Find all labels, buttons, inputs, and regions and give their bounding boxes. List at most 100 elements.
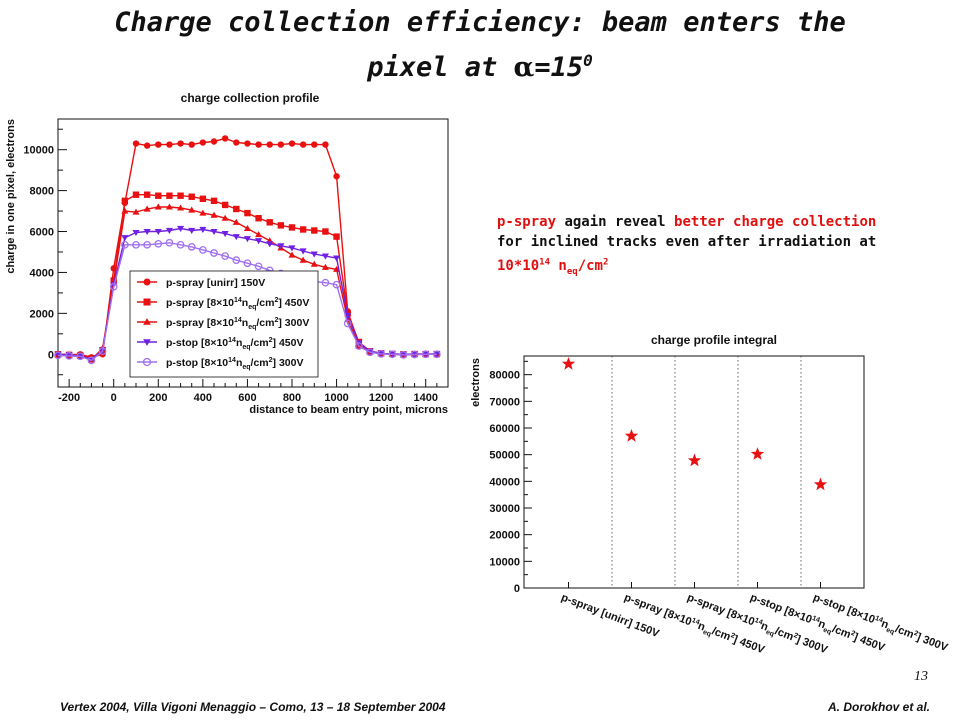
data-point-s4-6 — [121, 240, 129, 249]
data-point-s4-5 — [109, 282, 118, 291]
data-point-s4-25 — [332, 280, 341, 289]
data-point-s4-2 — [76, 352, 85, 361]
note-fluence-unit: /cm — [577, 257, 603, 274]
data-point-s0-17 — [244, 140, 251, 147]
conclusion-note: p-spray again reveal better charge colle… — [497, 212, 937, 281]
data-point-s4-16 — [232, 256, 241, 265]
data-point-s1-25 — [333, 233, 340, 240]
chart2-title: charge profile integral — [651, 333, 777, 347]
x-tick-label-1: 0 — [111, 392, 117, 404]
note-fluence-base: 10*10 — [497, 257, 540, 274]
data-point-s0-8 — [143, 142, 151, 149]
note-fluence-eq: eq — [566, 266, 578, 277]
data-point-s3-13 — [199, 226, 207, 233]
x-tick-label-8: 1400 — [413, 392, 437, 404]
chart2-y-tick-label-7: 70000 — [489, 396, 520, 408]
legend-marker-4 — [142, 357, 152, 367]
data-point-s4-12 — [187, 243, 196, 251]
data-point-s3-18 — [255, 238, 263, 245]
data-point-s1-10 — [166, 192, 173, 199]
data-point-s3-19 — [266, 241, 274, 248]
data-point-s4-4 — [98, 347, 107, 356]
y-tick-label-3: 6000 — [30, 227, 54, 239]
data-point-s3-6 — [121, 235, 129, 242]
data-point-s0-13 — [199, 139, 207, 146]
data-point-s2-13 — [199, 209, 207, 216]
data-point-s0-9 — [155, 141, 162, 148]
data-point-s3-12 — [188, 227, 196, 235]
x-tick-label-0: -200 — [58, 392, 80, 404]
title-alpha: α — [513, 52, 535, 83]
data-point-s4-32 — [410, 350, 419, 359]
data-point-s1-16 — [233, 205, 240, 213]
y-tick-label-4: 8000 — [30, 186, 54, 198]
legend-box — [129, 270, 319, 378]
data-point-s1-23 — [311, 227, 318, 234]
data-point-s0-22 — [299, 141, 307, 148]
data-point-s0-15 — [221, 135, 229, 142]
data-point-s1-11 — [177, 192, 184, 199]
data-point-s4-26 — [343, 319, 352, 328]
data-point-s4-14 — [210, 249, 218, 257]
data-point-s0-20 — [277, 141, 285, 148]
chart2-y-tick-label-2: 20000 — [489, 530, 520, 542]
chart2-y-tick-label-0: 0 — [514, 583, 520, 595]
data-point-s4-24 — [321, 278, 330, 287]
data-point-s0-16 — [233, 139, 240, 146]
x-axis-label: distance to beam entry point, microns — [249, 404, 448, 416]
data-point-s3-17 — [243, 236, 251, 243]
plot-frame-2 — [523, 355, 865, 589]
data-point-s2-16 — [232, 218, 240, 225]
legend-entry-0: p-spray [unirr] 150V — [166, 277, 265, 289]
data-point-s3-7 — [132, 229, 140, 237]
note-fluence-unit-exp: 2 — [603, 257, 609, 267]
note-fluence-exp: 14 — [539, 257, 550, 267]
charge-profile-integral-chart: charge profile integral electrons 0 10000 20… — [470, 333, 950, 657]
legend-marker-1 — [143, 298, 151, 306]
x-tick-label-3: 400 — [194, 392, 212, 404]
legend: p-spray [unirr] 150V p-spray [8×1014neq/c… — [129, 270, 319, 378]
chart-title: charge collection profile — [181, 91, 320, 105]
chart2-y-tick-label-5: 50000 — [489, 450, 520, 462]
data-point-s0-21 — [288, 140, 296, 147]
x-tick-label-7: 1200 — [369, 392, 393, 404]
data-point-s4-34 — [433, 350, 441, 359]
data-point-s4-13 — [199, 246, 207, 254]
chart2-data-point-4 — [813, 477, 828, 491]
data-point-s4-11 — [176, 240, 185, 249]
data-point-s4-18 — [254, 262, 263, 271]
data-point-s3-10 — [165, 227, 173, 235]
data-point-s2-24 — [321, 263, 329, 270]
title-line-2-text: pixel at — [367, 52, 514, 83]
data-point-s4-0 — [54, 351, 62, 360]
data-point-s2-18 — [255, 231, 263, 238]
data-point-s3-8 — [143, 228, 151, 236]
note-text-2: for inclined tracks even after irradiati… — [497, 234, 877, 250]
legend-entry-1: p-spray [8×1014neq/cm2] 450V — [166, 297, 309, 311]
data-point-s2-23 — [310, 260, 318, 267]
data-point-s1-22 — [299, 226, 307, 233]
data-point-s2-22 — [299, 256, 307, 263]
data-point-s0-25 — [333, 173, 340, 180]
legend-entry-2: p-spray [8×1014neq/cm2] 300V — [166, 317, 309, 331]
data-point-s3-14 — [210, 228, 218, 236]
data-point-s3-21 — [288, 245, 296, 252]
note-fluence-n: n — [550, 257, 567, 274]
data-point-s3-25 — [333, 255, 341, 262]
data-point-s4-7 — [132, 240, 140, 249]
data-point-s4-3 — [87, 356, 96, 365]
data-point-s0-7 — [132, 140, 140, 147]
data-point-s4-10 — [165, 238, 174, 247]
data-point-s2-21 — [288, 251, 296, 258]
data-point-s2-11 — [177, 204, 185, 211]
chart2-data-point-1 — [624, 429, 639, 442]
footer-conference: Vertex 2004, Villa Vigoni Menaggio – Com… — [60, 700, 446, 714]
data-point-s3-24 — [321, 253, 329, 260]
data-point-s4-17 — [243, 259, 252, 268]
data-point-s3-15 — [221, 231, 229, 238]
data-point-s4-29 — [377, 350, 385, 358]
chart2-data-point-0 — [561, 357, 576, 370]
data-point-s4-9 — [154, 239, 163, 248]
data-point-s3-11 — [177, 225, 185, 232]
chart2-y-tick-label-4: 40000 — [489, 476, 520, 488]
